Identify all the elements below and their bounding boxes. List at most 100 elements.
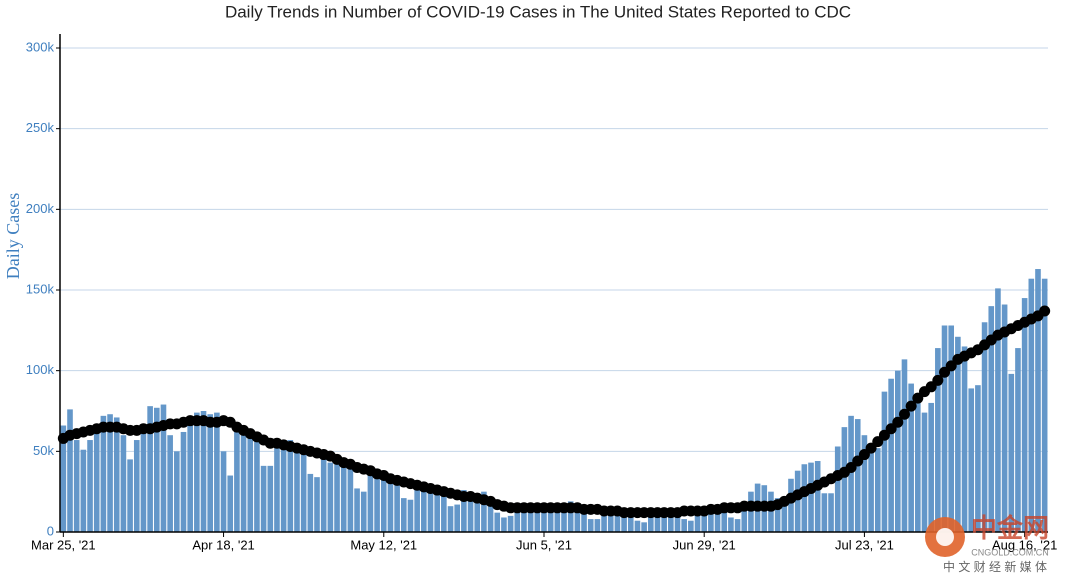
bar bbox=[314, 477, 320, 532]
bar bbox=[327, 462, 334, 532]
bar bbox=[854, 419, 861, 532]
average-point bbox=[905, 400, 917, 412]
bar bbox=[641, 522, 647, 532]
bar bbox=[73, 440, 80, 532]
bar bbox=[594, 519, 601, 532]
bar bbox=[260, 465, 267, 532]
bar bbox=[981, 322, 988, 532]
x-tick-label: Mar 25, '21 bbox=[31, 537, 96, 552]
bar bbox=[748, 491, 754, 532]
bar bbox=[861, 435, 868, 532]
bar bbox=[821, 493, 828, 532]
bar bbox=[587, 519, 594, 532]
average-point bbox=[932, 374, 944, 386]
bar bbox=[461, 490, 467, 532]
bar bbox=[340, 461, 347, 532]
bar bbox=[80, 449, 87, 532]
bar bbox=[247, 428, 254, 532]
bar bbox=[374, 477, 380, 532]
bar bbox=[507, 515, 514, 532]
y-tick-label: 150k bbox=[26, 281, 55, 296]
bar bbox=[113, 417, 120, 532]
bar bbox=[627, 515, 634, 532]
bar bbox=[174, 451, 180, 532]
x-tick-label: May 12, '21 bbox=[350, 537, 417, 552]
bar bbox=[1028, 278, 1035, 532]
bar bbox=[501, 517, 507, 532]
bar bbox=[220, 451, 227, 532]
bar bbox=[848, 415, 854, 532]
average-point bbox=[898, 408, 910, 420]
bar bbox=[87, 440, 93, 532]
bar bbox=[894, 370, 901, 532]
bar bbox=[901, 359, 908, 532]
bar bbox=[988, 306, 995, 532]
bar bbox=[360, 491, 367, 532]
bar bbox=[474, 493, 481, 532]
x-tick-label: Aug 16, '21 bbox=[992, 537, 1057, 552]
bar bbox=[234, 430, 240, 532]
bar bbox=[387, 473, 394, 532]
bar bbox=[1041, 278, 1048, 532]
bar bbox=[794, 470, 801, 532]
bar bbox=[294, 444, 300, 532]
bar bbox=[240, 427, 247, 532]
watermark-logo: 中金网 bbox=[971, 513, 1049, 543]
bar bbox=[133, 440, 140, 532]
bar bbox=[127, 459, 133, 532]
bar bbox=[494, 512, 501, 532]
y-tick-label: 250k bbox=[26, 120, 55, 135]
average-point bbox=[892, 416, 904, 428]
y-axis-label: Daily Cases bbox=[3, 193, 23, 279]
bar bbox=[534, 506, 541, 532]
bar bbox=[307, 473, 314, 532]
bar bbox=[841, 427, 848, 532]
bar bbox=[868, 451, 874, 532]
bar bbox=[781, 501, 788, 532]
bar bbox=[120, 435, 127, 532]
bar bbox=[828, 493, 834, 532]
bar bbox=[354, 488, 360, 532]
bar bbox=[287, 440, 294, 532]
x-tick-label: Jun 5, '21 bbox=[516, 537, 572, 552]
bar bbox=[421, 485, 427, 532]
bar bbox=[734, 519, 741, 532]
watermark-icon bbox=[936, 528, 954, 546]
bar bbox=[167, 435, 173, 532]
bar bbox=[194, 412, 200, 532]
bar bbox=[674, 511, 681, 532]
x-tick-label: Jun 29, '21 bbox=[673, 537, 736, 552]
bar bbox=[1021, 298, 1028, 532]
bar bbox=[267, 465, 274, 532]
bar bbox=[808, 462, 814, 532]
bar bbox=[180, 431, 187, 532]
bar bbox=[681, 519, 687, 532]
bar bbox=[1015, 348, 1021, 532]
bar bbox=[661, 512, 667, 532]
watermark-url: CNGOLD.COM.CN bbox=[971, 547, 1049, 557]
bar bbox=[935, 348, 941, 532]
bar bbox=[908, 383, 914, 532]
bar bbox=[788, 478, 794, 532]
y-tick-label: 200k bbox=[26, 201, 55, 216]
bar bbox=[441, 488, 447, 532]
bar bbox=[153, 407, 160, 532]
chart-title: Daily Trends in Number of COVID-19 Cases… bbox=[225, 2, 851, 21]
bar bbox=[147, 406, 153, 532]
bar bbox=[93, 431, 100, 532]
bar bbox=[708, 507, 714, 532]
bar bbox=[1008, 373, 1015, 532]
bar bbox=[280, 446, 287, 532]
bar bbox=[774, 498, 781, 532]
bar bbox=[814, 461, 821, 532]
bar bbox=[527, 504, 534, 532]
bar bbox=[601, 512, 607, 532]
bar bbox=[107, 414, 113, 532]
bar bbox=[400, 498, 407, 532]
bar bbox=[614, 511, 621, 532]
x-tick-label: Apr 18, '21 bbox=[192, 537, 254, 552]
bar bbox=[961, 346, 968, 532]
bar bbox=[741, 509, 748, 532]
bar bbox=[694, 509, 701, 532]
